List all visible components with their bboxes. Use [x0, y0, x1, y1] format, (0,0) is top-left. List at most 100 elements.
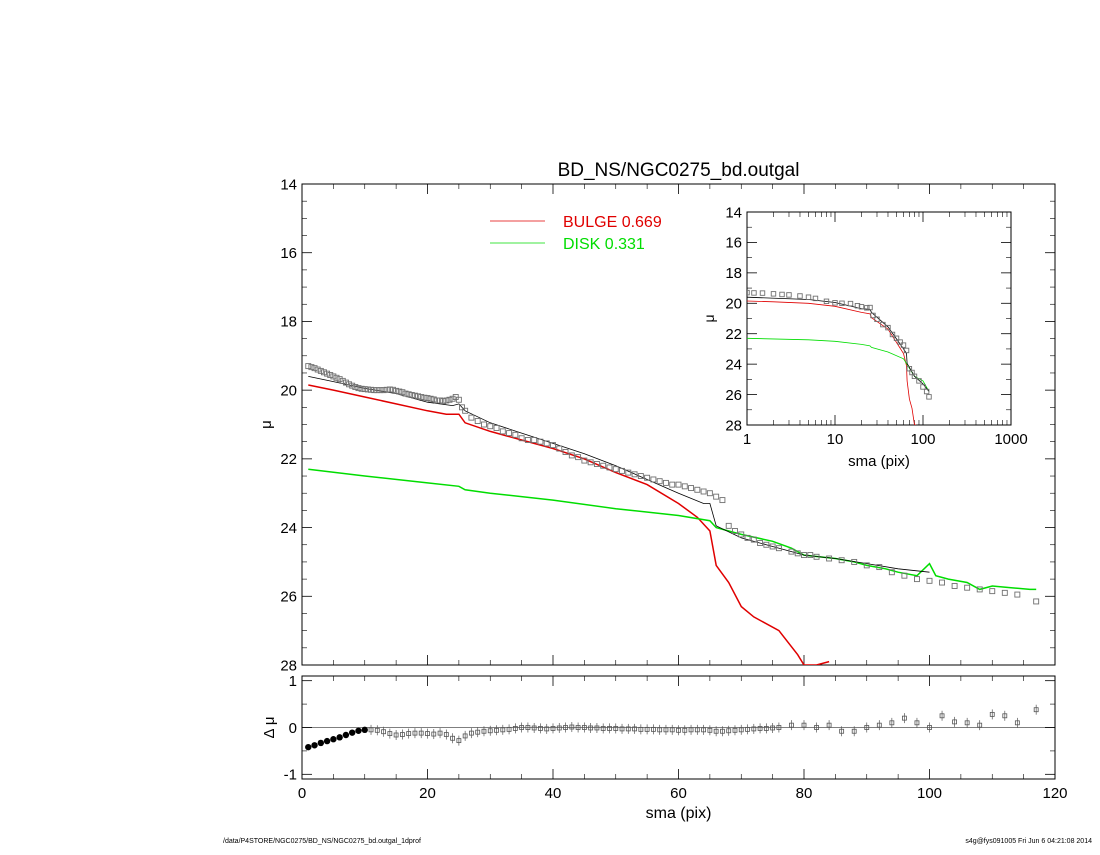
residual-point: [732, 727, 738, 733]
observed-point: [499, 428, 506, 435]
inset-observed-point: [903, 347, 910, 354]
y-tick-label: 28: [725, 417, 742, 434]
observed-point: [380, 387, 387, 394]
residual-point: [625, 726, 631, 732]
x-tick-label: 40: [545, 785, 562, 802]
observed-point: [506, 430, 513, 437]
observed-point: [1033, 598, 1040, 605]
inset-observed-point: [897, 339, 903, 345]
inset-observed-point: [889, 331, 896, 338]
observed-point: [324, 370, 331, 377]
residual-point: [607, 726, 612, 731]
observed-point: [355, 385, 362, 392]
observed-point: [663, 479, 669, 486]
observed-point: [405, 391, 412, 398]
x-tick-label: 0: [298, 785, 306, 802]
inset-observed-point: [812, 295, 819, 302]
observed-point: [493, 424, 500, 431]
inset-observed-point: [867, 304, 873, 311]
residual-point: [381, 729, 386, 735]
x-axis-label: sma (pix): [646, 805, 712, 822]
observed-point: [474, 418, 481, 425]
y-tick-label: 24: [725, 356, 742, 373]
observed-point: [424, 395, 431, 401]
observed-point: [415, 393, 422, 400]
observed-point: [656, 478, 663, 485]
residual-point: [406, 731, 412, 736]
y-tick-label: 1: [289, 673, 297, 690]
residual-point: [538, 726, 543, 731]
inset-observed-point: [747, 289, 750, 296]
y-tick-label: 14: [280, 176, 297, 193]
observed-point: [443, 397, 450, 404]
observed-point: [876, 564, 883, 571]
inset-observed-point: [880, 321, 886, 328]
observed-point: [393, 387, 400, 394]
observed-point: [976, 586, 983, 593]
residual-point: [387, 731, 393, 736]
residual-point: [349, 729, 356, 736]
observed-point: [346, 381, 353, 388]
residual-point: [676, 727, 681, 733]
observed-point: [462, 407, 469, 414]
residual-point: [776, 725, 782, 730]
residual-point: [475, 729, 481, 735]
observed-point: [327, 372, 334, 378]
observed-point: [901, 572, 908, 579]
inset-observed-point: [916, 378, 922, 384]
residual-point: [977, 722, 983, 728]
observed-point: [631, 471, 638, 478]
observed-point: [688, 485, 694, 492]
observed-point: [518, 435, 525, 442]
observed-point: [358, 385, 365, 392]
residual-point: [688, 727, 694, 733]
observed-point: [775, 545, 782, 552]
residual-point: [927, 725, 932, 730]
observed-point: [612, 466, 619, 473]
y-tick-label: 22: [725, 326, 742, 343]
observed-point: [412, 392, 418, 399]
residual-point: [469, 730, 474, 736]
residual-point: [638, 726, 644, 732]
observed-point: [524, 437, 531, 443]
observed-point: [364, 386, 371, 393]
observed-point: [421, 394, 428, 401]
residual-point: [669, 727, 675, 733]
observed-point: [368, 386, 374, 393]
observed-point: [314, 366, 321, 373]
observed-point: [694, 486, 701, 493]
observed-point: [330, 373, 337, 380]
observed-point: [336, 376, 343, 383]
observed-point: [437, 397, 443, 404]
observed-point: [914, 576, 920, 583]
residual-point: [1033, 707, 1039, 713]
residual-point: [864, 725, 870, 730]
observed-point: [964, 584, 971, 591]
observed-point: [750, 536, 757, 543]
observed-point: [581, 457, 588, 464]
residual-point: [563, 725, 568, 730]
observed-point: [371, 387, 378, 394]
observed-point: [575, 454, 582, 461]
y-axis-label: μ: [258, 420, 275, 429]
residual-point: [437, 730, 443, 736]
residual-point: [462, 733, 468, 739]
observed-point: [1014, 591, 1021, 598]
inset-observed-point: [770, 291, 777, 297]
residual-point: [374, 727, 380, 733]
observed-point: [700, 488, 707, 495]
inset-observed-point: [911, 373, 918, 380]
inset-x-axis-label: sma (pix): [848, 453, 910, 470]
residual-point: [770, 725, 776, 731]
residual-point: [519, 725, 525, 730]
residual-point: [418, 730, 424, 736]
residual-point: [826, 722, 832, 728]
residual-point: [789, 722, 794, 728]
inset-observed-point: [864, 305, 870, 311]
residual-point: [738, 727, 744, 733]
residual-point: [425, 731, 430, 736]
observed-point: [801, 552, 807, 559]
footer-timestamp: s4g@fys091005 Fri Jun 6 04:21:08 2014: [965, 838, 1092, 845]
y-tick-label: 20: [725, 296, 742, 313]
observed-point: [713, 493, 720, 500]
